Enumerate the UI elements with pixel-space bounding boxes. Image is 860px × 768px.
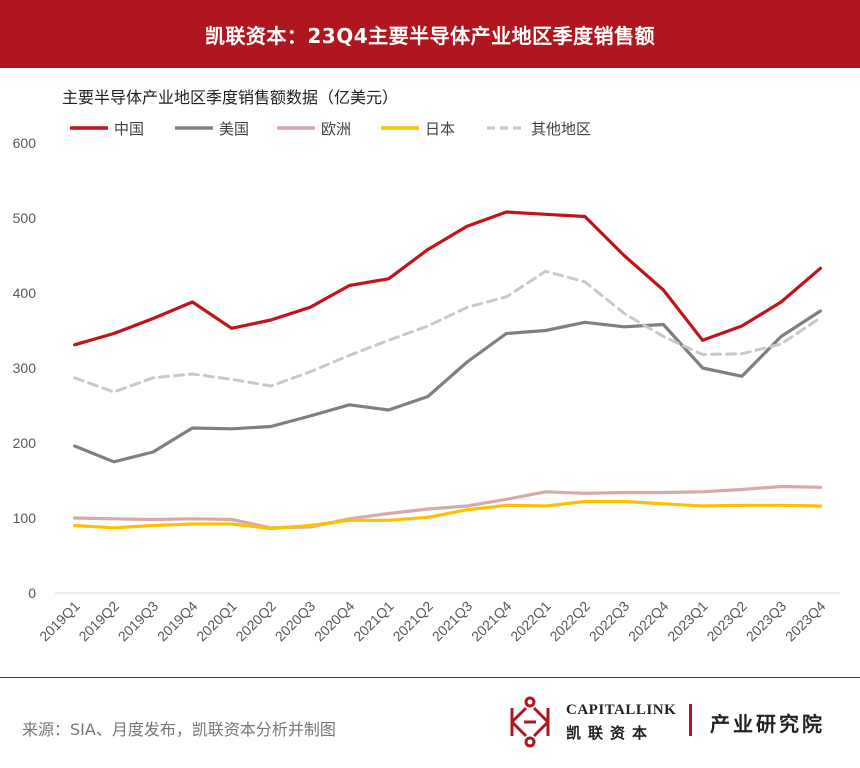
- x-tick-label: 2021Q3: [429, 598, 476, 645]
- series-line-2: [72, 484, 823, 530]
- series-line-1: [72, 309, 823, 464]
- x-tick-label: 2020Q1: [193, 598, 240, 645]
- x-tick-label: 2023Q4: [782, 598, 829, 645]
- source-note: 来源：SIA、月度发布，凯联资本分析并制图: [22, 720, 336, 739]
- legend-label: 美国: [219, 120, 249, 138]
- legend-label: 其他地区: [531, 120, 591, 138]
- x-tick-label: 2021Q1: [350, 598, 397, 645]
- page-title: 凯联资本：23Q4主要半导体产业地区季度销售额: [204, 23, 656, 48]
- institute-name: 产业研究院: [710, 712, 825, 736]
- x-tick-label: 2021Q4: [468, 598, 515, 645]
- x-tick-label: 2022Q2: [546, 598, 593, 645]
- y-tick-label: 0: [28, 585, 36, 601]
- legend-label: 欧洲: [321, 120, 351, 138]
- y-tick-label: 600: [13, 135, 37, 151]
- x-tick-label: 2020Q3: [272, 598, 319, 645]
- x-tick-label: 2019Q1: [36, 598, 83, 645]
- x-tick-label: 2023Q1: [664, 598, 711, 645]
- x-tick-label: 2019Q3: [115, 598, 162, 645]
- capitallink-logo-icon: [510, 696, 550, 748]
- x-tick-label: 2020Q4: [311, 598, 358, 645]
- footer-divider: [0, 677, 860, 678]
- x-tick-label: 2022Q1: [507, 598, 554, 645]
- brand-name-cn: 凯联资本: [566, 724, 655, 742]
- series-line-3: [72, 499, 823, 531]
- series-line-0: [72, 210, 823, 347]
- y-tick-label: 100: [13, 510, 37, 526]
- x-tick-label: 2023Q2: [703, 598, 750, 645]
- x-tick-label: 2021Q2: [389, 598, 436, 645]
- y-tick-label: 300: [13, 360, 37, 376]
- y-tick-label: 200: [13, 435, 37, 451]
- header-banner: 凯联资本：23Q4主要半导体产业地区季度销售额: [0, 0, 860, 68]
- line-chart: 0 100 200 300 400 500 600 2019Q12019Q22019Q3201…: [13, 120, 840, 645]
- x-tick-label: 2023Q3: [743, 598, 790, 645]
- x-tick-label: 2019Q4: [154, 598, 201, 645]
- x-tick-label: 2019Q2: [75, 598, 122, 645]
- legend-label: 日本: [425, 120, 455, 138]
- y-tick-label: 500: [13, 210, 37, 226]
- x-tick-label: 2022Q3: [586, 598, 633, 645]
- x-tick-label: 2022Q4: [625, 598, 672, 645]
- series-line-4: [73, 269, 822, 394]
- x-tick-label: 2020Q2: [232, 598, 279, 645]
- legend-label: 中国: [114, 120, 144, 138]
- brand-name-en: CAPITALLINK: [566, 702, 677, 718]
- brand-separator: [689, 704, 692, 736]
- chart-title: 主要半导体产业地区季度销售额数据（亿美元）: [62, 88, 399, 107]
- y-tick-label: 400: [13, 285, 37, 301]
